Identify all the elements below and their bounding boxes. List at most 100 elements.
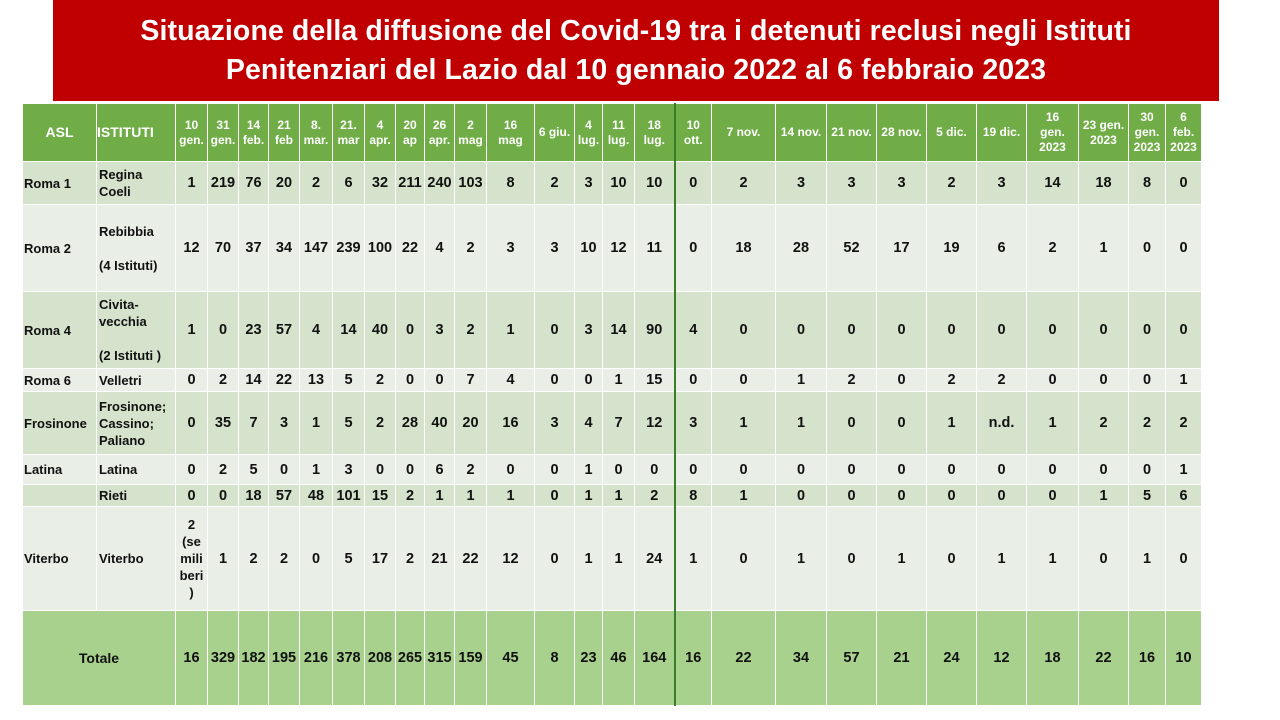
- table-row: Viterbo Viterbo 2 (se mili beri) 1 2 2 0 5 17 2 21 22 1…: [22, 506, 1202, 611]
- header-date: 18 lug.: [634, 103, 676, 162]
- table-header-row: ASL ISTITUTI 10 gen. 31 gen. 14 feb. 21 feb 8. mar.…: [22, 103, 1202, 162]
- header-date: 14 feb.: [238, 103, 269, 162]
- value-cell: 0: [207, 291, 239, 369]
- text-line: gen.: [1040, 125, 1065, 139]
- text-line: gen.: [179, 132, 204, 147]
- value-cell: 3: [674, 391, 712, 455]
- value-cell: 22: [268, 368, 300, 392]
- value-cell: 3: [332, 454, 365, 485]
- value-cell: 239: [332, 204, 365, 292]
- text-line: 31: [216, 117, 230, 132]
- value-cell: 0: [1128, 204, 1166, 292]
- total-value-cell: 329: [207, 610, 239, 706]
- text-line: [99, 330, 175, 347]
- text-line: Rebibbia: [99, 223, 154, 239]
- value-cell: 12: [175, 204, 208, 292]
- total-label: Totale: [22, 610, 176, 706]
- text-line: mag: [498, 132, 523, 147]
- text-line: lug.: [643, 132, 665, 147]
- value-cell: 0: [207, 484, 239, 507]
- value-cell: 101: [332, 484, 365, 507]
- value-cell: 0: [268, 454, 300, 485]
- text-line: 2023: [1133, 140, 1161, 154]
- value-cell: 100: [364, 204, 396, 292]
- value-cell: 23: [238, 291, 269, 369]
- value-cell: 7: [454, 368, 487, 392]
- value-cell: 1: [574, 454, 603, 485]
- text-line: (2 Istituti ): [99, 348, 162, 363]
- text-line: 16: [503, 117, 518, 132]
- value-cell: 0: [674, 368, 712, 392]
- text-line: 2: [187, 517, 196, 532]
- value-cell: 3: [534, 204, 575, 292]
- total-value-cell: 8: [534, 610, 575, 706]
- value-cell: 1: [602, 368, 635, 392]
- total-value-cell: 21: [876, 610, 927, 706]
- value-cell: 219: [207, 161, 239, 205]
- value-cell: 3: [976, 161, 1027, 205]
- text-line: mag: [458, 132, 483, 147]
- value-cell: 1: [926, 391, 977, 455]
- value-cell: 18: [238, 484, 269, 507]
- text-line: 21 nov.: [831, 125, 872, 139]
- value-cell: 0: [1078, 454, 1129, 485]
- text-line: apr.: [428, 132, 451, 147]
- asl-cell: Viterbo: [22, 506, 97, 611]
- text-line: 7 nov.: [726, 125, 761, 139]
- value-cell: 0: [926, 454, 977, 485]
- value-cell: 0: [534, 368, 575, 392]
- text-line: lug.: [607, 132, 630, 147]
- value-cell: 32: [364, 161, 396, 205]
- total-value-cell: 34: [775, 610, 827, 706]
- value-cell: 0: [1128, 368, 1166, 392]
- value-cell: 6: [976, 204, 1027, 292]
- value-cell: 28: [775, 204, 827, 292]
- value-cell: 4: [299, 291, 333, 369]
- value-cell: 6: [332, 161, 365, 205]
- text-line: 18: [647, 117, 661, 132]
- value-cell: 0: [395, 291, 425, 369]
- table-row: Roma 4 Civita-vecchia (2 Istituti ) 1 0 23 57…: [22, 291, 1202, 369]
- value-cell: 12: [486, 506, 535, 611]
- value-cell: 0: [634, 454, 676, 485]
- value-cell: 1: [1128, 506, 1166, 611]
- value-cell: 0: [826, 506, 877, 611]
- value-cell: 14: [602, 291, 635, 369]
- total-value-cell: 265: [395, 610, 425, 706]
- header-date: 21 nov.: [826, 103, 877, 162]
- covid-table: ASL ISTITUTI 10 gen. 31 gen. 14 feb. 21 feb 8. mar.…: [22, 103, 1202, 706]
- asl-cell: Latina: [22, 454, 97, 485]
- text-line: 8.: [310, 117, 321, 132]
- asl-cell: [22, 484, 97, 507]
- text-line: feb: [275, 132, 293, 147]
- value-cell: 103: [454, 161, 487, 205]
- value-cell: 24: [634, 506, 676, 611]
- value-cell: 0: [775, 291, 827, 369]
- value-cell: 6: [424, 454, 455, 485]
- value-cell: 1: [486, 484, 535, 507]
- title-line-2: Penitenziari del Lazio dal 10 gennaio 20…: [225, 53, 1047, 86]
- istituto-cell: Viterbo: [96, 506, 176, 611]
- value-cell: 0: [175, 454, 208, 485]
- text-line: Latina: [99, 462, 138, 477]
- text-line: 14: [246, 117, 261, 132]
- value-cell: 19: [926, 204, 977, 292]
- value-cell: 0: [926, 484, 977, 507]
- header-date: 19 dic.: [976, 103, 1027, 162]
- text-line: 6: [1180, 110, 1187, 124]
- value-cell: 0: [826, 291, 877, 369]
- value-cell: 0: [175, 391, 208, 455]
- table-row: Roma 1 Regina Coeli 1 219 76 20 2 6 32 211 240 103 8 2…: [22, 161, 1202, 205]
- value-cell: 3: [574, 161, 603, 205]
- text-line: 10: [184, 117, 199, 132]
- header-istituti: ISTITUTI: [96, 103, 176, 162]
- value-cell: 3: [775, 161, 827, 205]
- value-cell: 0: [1078, 506, 1129, 611]
- value-cell: 2: [1165, 391, 1202, 455]
- value-cell: 2: [207, 368, 239, 392]
- asl-cell: Frosinone: [22, 391, 97, 455]
- value-cell: 22: [395, 204, 425, 292]
- value-cell: 1: [674, 506, 712, 611]
- value-cell: 1: [486, 291, 535, 369]
- istituto-cell: Frosinone; Cassino; Paliano: [96, 391, 176, 455]
